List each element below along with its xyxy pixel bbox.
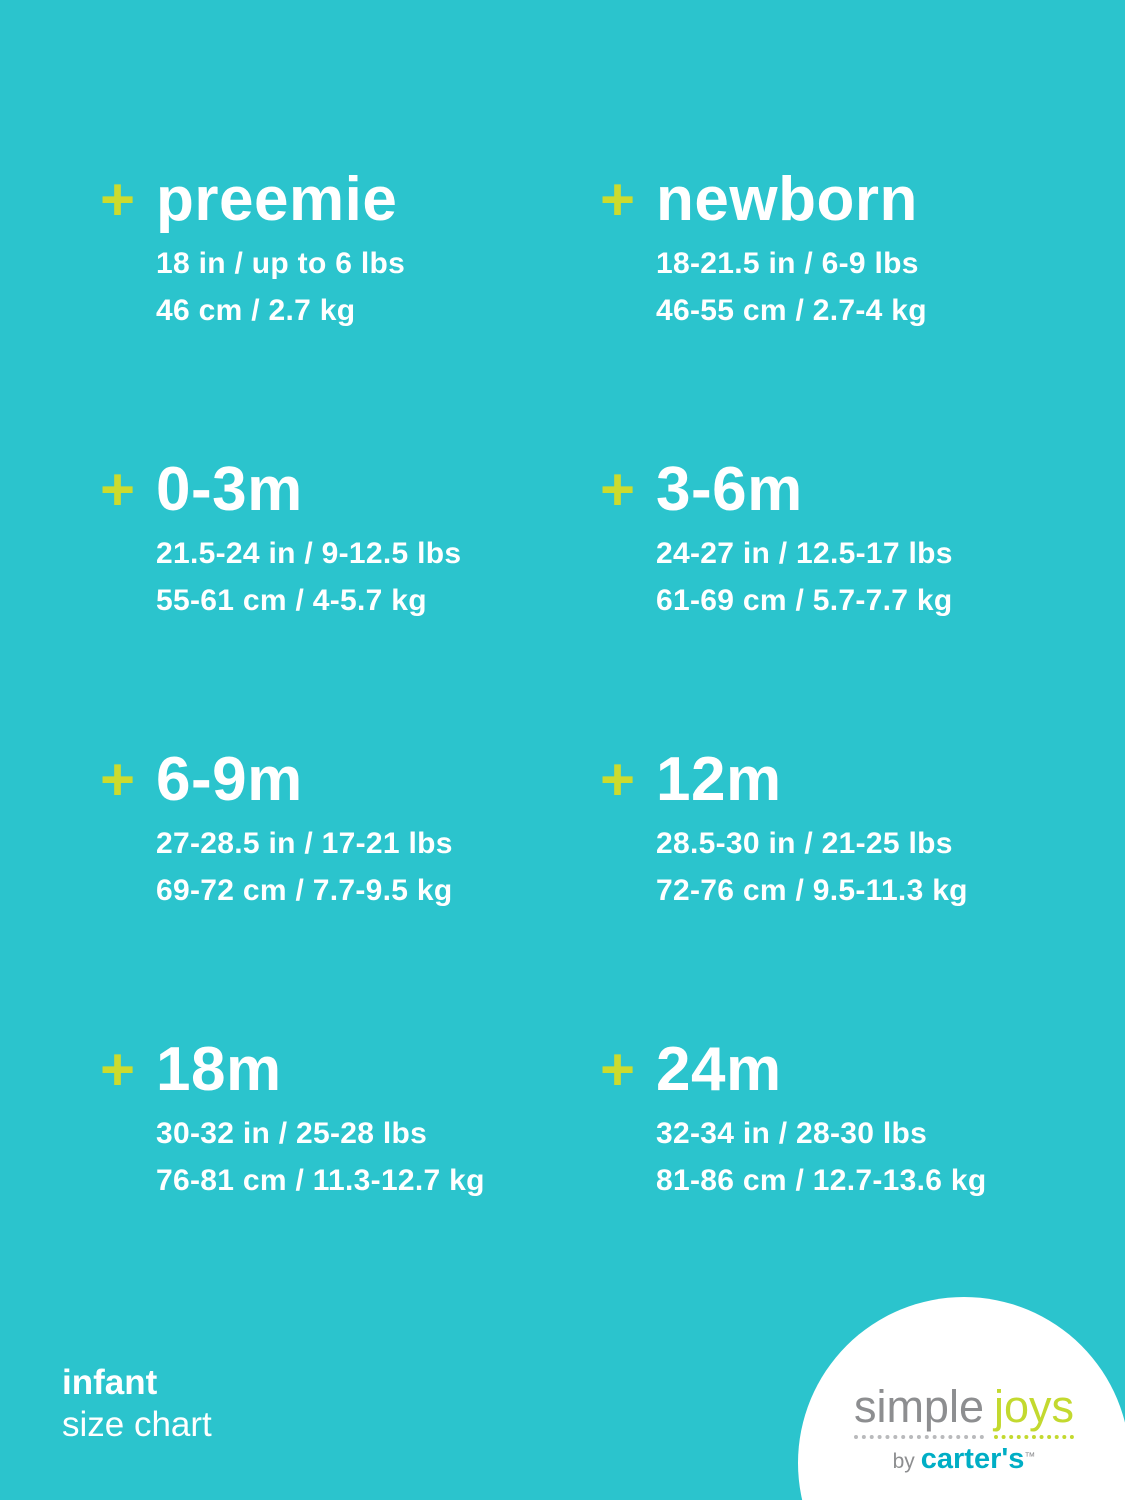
size-entry-text: 0-3m 21.5-24 in / 9-12.5 lbs 55-61 cm / … [156, 458, 461, 624]
logo-wordmark: simple joys [798, 1381, 1125, 1439]
plus-icon: + [600, 166, 636, 233]
logo-byline: by carter's™ [798, 1443, 1125, 1476]
size-metric: 81-86 cm / 12.7-13.6 kg [656, 1164, 987, 1197]
size-imperial: 30-32 in / 25-28 lbs [156, 1117, 428, 1150]
size-metric: 55-61 cm / 4-5.7 kg [156, 584, 427, 617]
plus-icon: + [600, 746, 636, 813]
size-metric: 72-76 cm / 9.5-11.3 kg [656, 874, 968, 907]
logo-text-carters: carter's [920, 1443, 1025, 1475]
size-name: 12m [656, 745, 782, 814]
size-entry-text: 18m 30-32 in / 25-28 lbs 76-81 cm / 11.3… [156, 1038, 485, 1204]
size-name: 18m [156, 1035, 282, 1104]
size-entry-18m: + 18m 30-32 in / 25-28 lbs 76-81 cm / 11… [100, 1038, 600, 1328]
plus-icon: + [600, 1036, 636, 1103]
size-imperial: 18-21.5 in / 6-9 lbs [656, 247, 919, 280]
size-entry-text: 24m 32-34 in / 28-30 lbs 81-86 cm / 12.7… [656, 1038, 986, 1204]
size-imperial: 21.5-24 in / 9-12.5 lbs [156, 537, 462, 570]
size-entry-newborn: + newborn 18-21.5 in / 6-9 lbs 46-55 cm … [600, 168, 1080, 458]
size-imperial: 24-27 in / 12.5-17 lbs [656, 537, 953, 570]
size-metric: 69-72 cm / 7.7-9.5 kg [156, 874, 453, 907]
size-name: preemie [156, 165, 398, 234]
size-entry-12m: + 12m 28.5-30 in / 21-25 lbs 72-76 cm / … [600, 748, 1080, 1038]
plus-icon: + [100, 746, 136, 813]
plus-icon: + [100, 166, 136, 233]
size-entry-6-9m: + 6-9m 27-28.5 in / 17-21 lbs 69-72 cm /… [100, 748, 600, 1038]
size-name: 0-3m [156, 455, 303, 524]
size-entry-text: preemie 18 in / up to 6 lbs 46 cm / 2.7 … [156, 168, 405, 334]
size-name: 6-9m [156, 745, 303, 814]
plus-icon: + [100, 456, 136, 523]
size-entry-text: newborn 18-21.5 in / 6-9 lbs 46-55 cm / … [656, 168, 927, 334]
size-entry-24m: + 24m 32-34 in / 28-30 lbs 81-86 cm / 12… [600, 1038, 1080, 1328]
trademark-symbol: ™ [1024, 1451, 1036, 1463]
size-entry-text: 3-6m 24-27 in / 12.5-17 lbs 61-69 cm / 5… [656, 458, 953, 624]
size-entry-3-6m: + 3-6m 24-27 in / 12.5-17 lbs 61-69 cm /… [600, 458, 1080, 748]
size-imperial: 32-34 in / 28-30 lbs [656, 1117, 928, 1150]
size-grid: + preemie 18 in / up to 6 lbs 46 cm / 2.… [100, 168, 1080, 1328]
size-entry-preemie: + preemie 18 in / up to 6 lbs 46 cm / 2.… [100, 168, 600, 458]
size-metric: 76-81 cm / 11.3-12.7 kg [156, 1164, 485, 1197]
size-imperial: 27-28.5 in / 17-21 lbs [156, 827, 453, 860]
size-entry-text: 12m 28.5-30 in / 21-25 lbs 72-76 cm / 9.… [656, 748, 968, 914]
caption-subtitle: size chart [62, 1405, 212, 1444]
size-entry-0-3m: + 0-3m 21.5-24 in / 9-12.5 lbs 55-61 cm … [100, 458, 600, 748]
size-imperial: 28.5-30 in / 21-25 lbs [656, 827, 953, 860]
size-name: 24m [656, 1035, 782, 1104]
size-entry-text: 6-9m 27-28.5 in / 17-21 lbs 69-72 cm / 7… [156, 748, 453, 914]
caption-title: infant [62, 1363, 158, 1402]
chart-caption: infant size chart [62, 1362, 212, 1446]
logo-text-joys: joys [994, 1381, 1075, 1439]
logo-text-simple: simple [853, 1381, 984, 1439]
plus-icon: + [100, 1036, 136, 1103]
size-metric: 46 cm / 2.7 kg [156, 294, 356, 327]
size-metric: 46-55 cm / 2.7-4 kg [656, 294, 927, 327]
logo-text-by: by [892, 1450, 915, 1473]
size-name: newborn [656, 165, 918, 234]
size-name: 3-6m [656, 455, 803, 524]
plus-icon: + [600, 456, 636, 523]
size-metric: 61-69 cm / 5.7-7.7 kg [656, 584, 953, 617]
size-imperial: 18 in / up to 6 lbs [156, 247, 406, 280]
